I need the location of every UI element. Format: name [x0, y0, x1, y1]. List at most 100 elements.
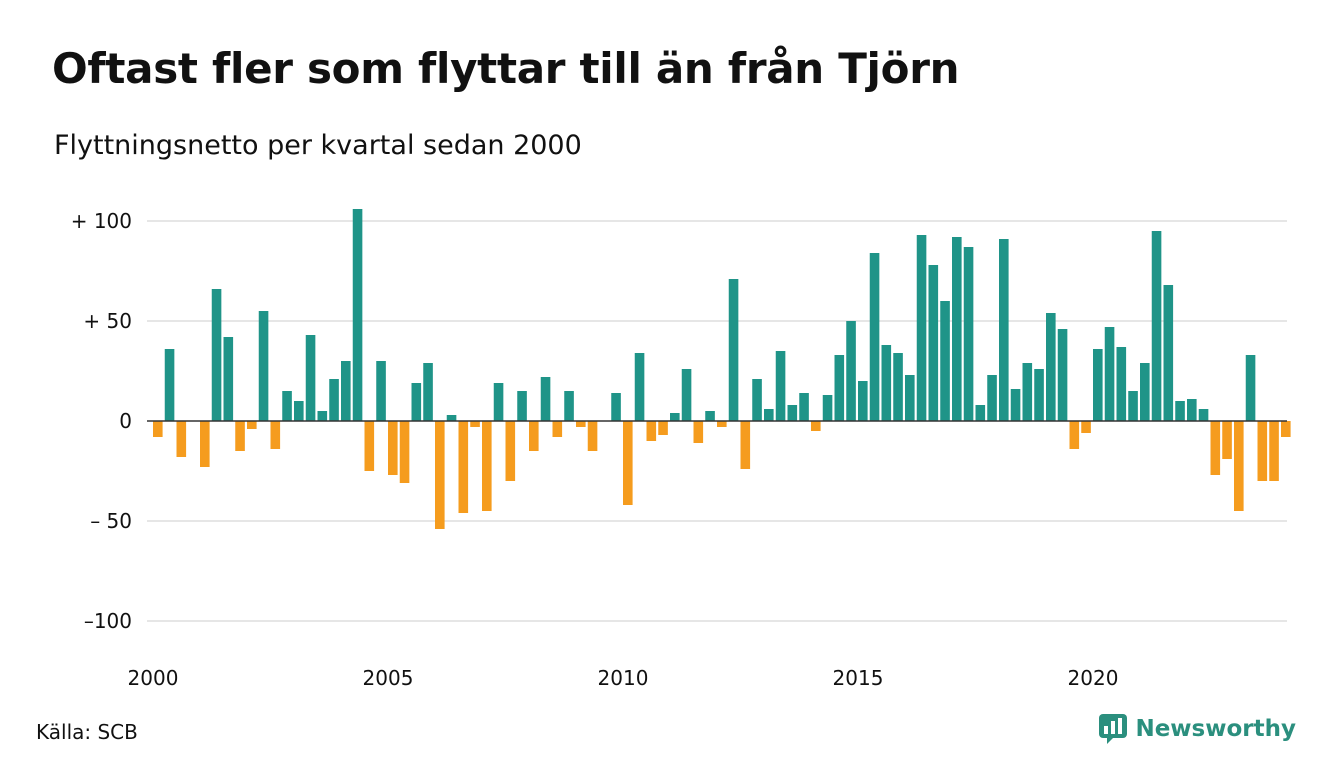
bar	[634, 353, 645, 421]
bar	[1163, 285, 1174, 421]
bar	[1281, 421, 1291, 437]
bars	[153, 209, 1291, 529]
newsworthy-logo-icon	[1099, 714, 1128, 744]
bar	[1081, 421, 1091, 433]
bar	[822, 395, 833, 421]
bar	[623, 421, 633, 505]
bar	[388, 421, 398, 475]
bar	[658, 421, 668, 435]
bar	[540, 377, 551, 421]
bar	[728, 279, 739, 421]
brand-logo: Newsworthy	[1099, 714, 1296, 744]
bar	[153, 421, 163, 437]
bar	[1010, 389, 1021, 421]
bar	[916, 235, 927, 421]
bar	[564, 391, 574, 421]
bar	[1034, 369, 1044, 421]
y-tick-label: + 100	[71, 209, 132, 233]
bar	[352, 209, 363, 421]
bar	[787, 405, 798, 421]
bar	[846, 321, 856, 421]
bar	[775, 351, 786, 421]
bar	[1175, 401, 1185, 421]
bar	[799, 393, 809, 421]
bar	[999, 239, 1009, 421]
x-tick-label: 2015	[833, 666, 884, 690]
bar	[928, 265, 939, 421]
bar	[258, 311, 269, 421]
bar	[1198, 409, 1209, 421]
bar	[1116, 347, 1127, 421]
bar	[364, 421, 375, 471]
bar	[317, 411, 328, 421]
bar	[670, 413, 680, 421]
y-tick-label: – 50	[90, 509, 132, 533]
bar	[294, 401, 304, 421]
bar	[270, 421, 281, 449]
brand-name: Newsworthy	[1135, 716, 1296, 742]
bar	[858, 381, 868, 421]
bar	[1210, 421, 1221, 475]
bar	[235, 421, 245, 451]
source-note: Källa: SCB	[36, 720, 138, 744]
bar	[1222, 421, 1232, 459]
chart-subtitle: Flyttningsnetto per kvartal sedan 2000	[54, 130, 582, 161]
bar	[1104, 327, 1115, 421]
bar	[940, 301, 950, 421]
y-tick-label: 0	[119, 409, 132, 433]
bar	[963, 247, 974, 421]
y-axis-ticks: + 100 + 50 0 – 50 –100	[71, 209, 132, 633]
bar	[1234, 421, 1244, 511]
bar	[893, 353, 903, 421]
bar	[329, 379, 339, 421]
bar	[811, 421, 821, 431]
bar	[987, 375, 997, 421]
bar	[505, 421, 516, 481]
bar	[223, 337, 234, 421]
bar	[200, 421, 210, 467]
bar	[1093, 349, 1103, 421]
bar	[646, 421, 657, 441]
bar	[1069, 421, 1080, 449]
bar	[1187, 399, 1197, 421]
bar	[399, 421, 410, 483]
bar	[975, 405, 986, 421]
bar	[411, 383, 422, 421]
bar	[423, 363, 433, 421]
bar	[446, 415, 457, 421]
chart-title: Oftast fler som flyttar till än från Tjö…	[52, 44, 960, 93]
bar	[1245, 355, 1256, 421]
bar	[1151, 231, 1162, 421]
y-tick-label: –100	[84, 609, 132, 633]
bar	[834, 355, 845, 421]
bar	[305, 335, 316, 421]
bar	[717, 421, 727, 427]
bar	[376, 361, 386, 421]
bar	[869, 253, 880, 421]
bar	[587, 421, 598, 451]
bar	[247, 421, 257, 429]
bar	[482, 421, 492, 511]
bar	[740, 421, 751, 469]
bar	[752, 379, 762, 421]
bar	[552, 421, 563, 437]
bar	[211, 289, 222, 421]
x-tick-label: 2005	[363, 666, 414, 690]
bar	[1140, 363, 1150, 421]
bar	[1046, 313, 1056, 421]
bar	[529, 421, 539, 451]
bar	[341, 361, 351, 421]
bar	[282, 391, 292, 421]
bar	[681, 369, 692, 421]
bar	[435, 421, 445, 529]
bar	[705, 411, 715, 421]
bar	[493, 383, 504, 421]
bar	[611, 393, 621, 421]
gridlines	[147, 220, 1287, 622]
bar	[458, 421, 469, 513]
bar	[1022, 363, 1033, 421]
bar	[1057, 329, 1068, 421]
bar	[881, 345, 892, 421]
bar	[905, 375, 915, 421]
